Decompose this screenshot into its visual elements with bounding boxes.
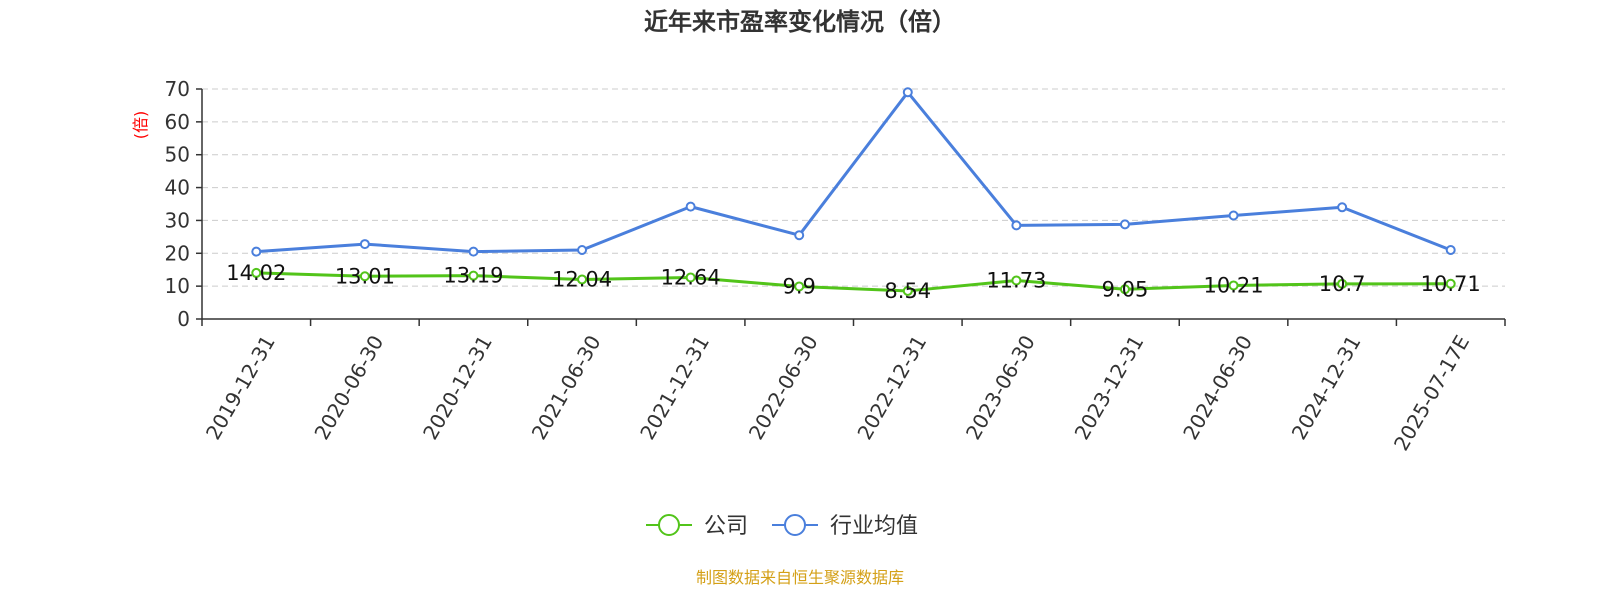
data-label: 10.21 [1203,273,1263,297]
chart-title: 近年来市盈率变化情况（倍） [644,8,956,36]
legend-marker [658,514,680,536]
data-point [251,267,262,278]
x-tick-label: 2021-12-31 [635,331,714,444]
data-label: 9.9 [783,274,816,298]
data-label: 10.71 [1421,272,1481,296]
data-point [685,201,696,212]
data-point [468,270,479,281]
legend-item[interactable]: 行业均值 [772,514,918,539]
data-point [251,246,262,257]
data-point [577,274,588,285]
data-point [1011,275,1022,286]
y-tick-label: 0 [177,307,190,331]
x-tick-label: 2025-07-17E [1389,331,1474,455]
data-point [1337,202,1348,213]
y-tick-label: 20 [165,241,190,265]
data-point [1119,219,1130,230]
y-tick-label: 60 [165,110,190,134]
x-tick-label: 2022-12-31 [852,331,931,444]
data-labels: 14.02 13.01 13.19 12.04 12.64 9.9 8.54 11.73 9.0… [226,261,1481,303]
data-label: 13.19 [443,264,503,288]
data-point [1337,278,1348,289]
data-point [1228,210,1239,221]
y-tick-label: 10 [165,274,190,298]
x-tick-label: 2021-06-30 [527,331,606,444]
grid-lines [202,88,1505,287]
y-tick-label: 30 [165,208,190,232]
x-tick-label: 2023-12-31 [1070,331,1149,444]
data-label: 14.02 [226,261,286,285]
data-point [794,230,805,241]
series-line [256,90,1452,254]
y-axis-label: (倍) [131,111,150,140]
data-point [685,272,696,283]
y-tick-label: 50 [165,143,190,167]
legend-item[interactable]: 公司 [646,514,748,539]
legend-marker [784,514,806,536]
data-label: 9.05 [1102,277,1149,301]
data-point [1119,284,1130,295]
x-tick-label: 2023-06-30 [961,331,1040,444]
data-label: 12.04 [552,267,612,291]
data-label: 8.54 [884,279,931,303]
data-label: 11.73 [986,268,1046,292]
data-point [359,271,370,282]
data-point [1228,280,1239,291]
data-point [794,281,805,292]
data-point [1445,245,1456,255]
legend-label: 公司 [704,514,748,539]
y-tick-label: 40 [165,176,190,200]
legend-label: 行业均值 [830,514,918,539]
x-tick-label: 2022-06-30 [744,331,823,444]
legend: 公司 行业均值 [646,514,918,539]
x-tick-label: 2024-06-30 [1178,331,1257,444]
data-label: 10.7 [1319,272,1366,296]
x-tick-label: 2024-12-31 [1287,331,1366,444]
data-point [468,246,479,257]
y-tick-label: 70 [165,77,190,101]
x-tick-label: 2020-12-31 [418,331,497,444]
source-note: 制图数据来自恒生聚源数据库 [696,568,904,587]
data-point [1445,278,1456,289]
data-point [577,245,588,255]
data-point [902,87,913,98]
data-label: 12.64 [661,265,721,289]
data-point [359,239,370,250]
x-tick-label: 2020-06-30 [309,331,388,444]
data-label: 13.01 [335,264,395,288]
series-lines [251,87,1456,296]
x-tick-label: 2019-12-31 [201,331,280,444]
data-point [902,285,913,296]
data-point [1011,220,1022,231]
series-line [256,271,1451,293]
